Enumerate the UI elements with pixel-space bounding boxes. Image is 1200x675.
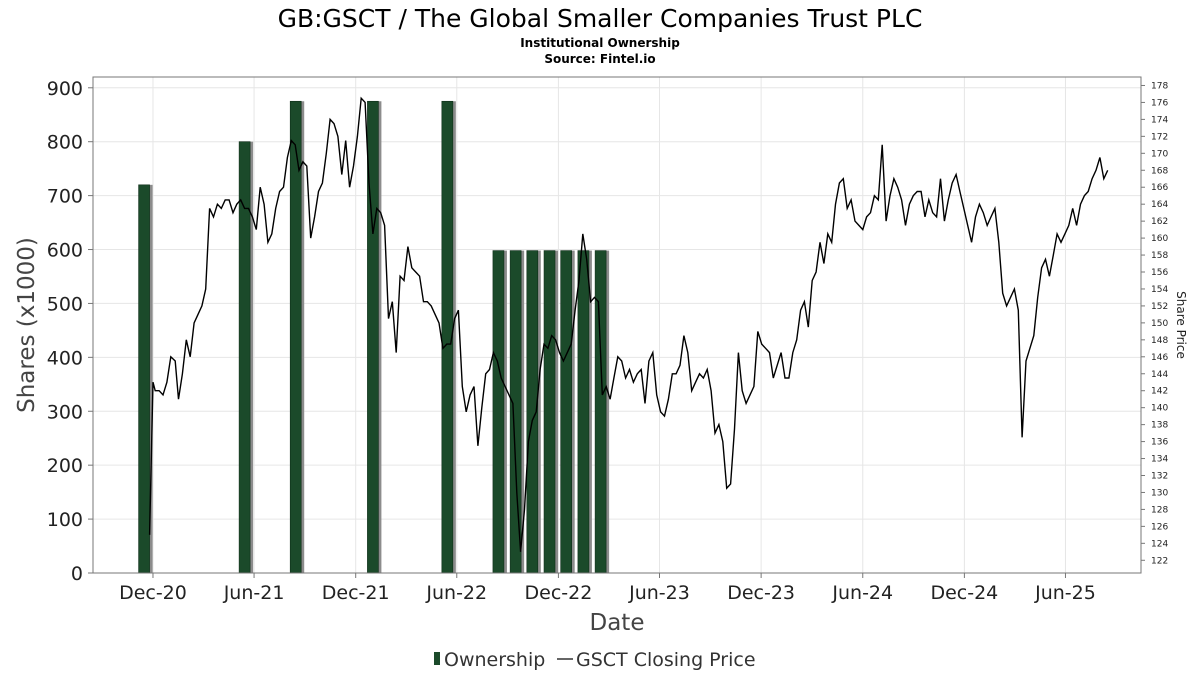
y-axis-label: Shares (x1000): [14, 237, 40, 413]
y2-tick-label: 158: [1151, 251, 1168, 261]
y2-tick-label: 128: [1151, 505, 1168, 515]
y-tick-label: 700: [47, 186, 83, 208]
x-tick-label: Jun-22: [425, 582, 487, 604]
y2-tick-label: 150: [1151, 319, 1168, 329]
y2-axis-label: Share Price: [1174, 291, 1188, 359]
y2-tick-label: 122: [1151, 556, 1168, 566]
y2-tick-label: 134: [1151, 455, 1168, 465]
y-tick-label: 800: [47, 132, 83, 154]
y-tick-label: 300: [47, 401, 83, 423]
ownership-bar: [560, 250, 572, 574]
legend-price-label: GSCT Closing Price: [576, 649, 756, 671]
x-tick-label: Dec-21: [322, 582, 390, 604]
x-axis-ticks: Dec-20 Jun-21 Dec-21 Jun-22 Dec-22 Jun-23 Dec-…: [119, 573, 1096, 604]
y-tick-label: 900: [47, 78, 83, 100]
y2-tick-label: 132: [1151, 471, 1168, 481]
y2-tick-label: 148: [1151, 336, 1168, 346]
y2-tick-label: 130: [1151, 488, 1168, 498]
y2-tick-label: 164: [1151, 200, 1168, 210]
x-axis-label: Date: [590, 610, 645, 636]
y-tick-label: 100: [47, 509, 83, 531]
y2-tick-label: 176: [1151, 98, 1168, 108]
x-tick-label: Jun-23: [628, 582, 690, 604]
y2-tick-label: 178: [1151, 81, 1168, 91]
y2-tick-label: 166: [1151, 183, 1168, 193]
y-tick-label: 0: [71, 563, 83, 585]
y2-tick-label: 138: [1151, 421, 1168, 431]
y2-tick-label: 124: [1151, 539, 1168, 549]
y-tick-label: 400: [47, 347, 83, 369]
y2-tick-label: 156: [1151, 268, 1168, 278]
price-line: [148, 96, 1109, 552]
x-tick-label: Dec-24: [930, 582, 998, 604]
y-tick-label: 600: [47, 240, 83, 262]
y2-tick-label: 160: [1151, 234, 1168, 244]
y2-tick-label: 174: [1151, 115, 1168, 125]
y2-tick-label: 140: [1151, 404, 1168, 414]
y2-tick-label: 126: [1151, 522, 1168, 532]
y-tick-label: 200: [47, 455, 83, 477]
plot-area-border: [92, 76, 1142, 574]
x-tick-label: Dec-23: [727, 582, 795, 604]
ownership-bar: [543, 250, 556, 574]
ownership-bar: [577, 250, 590, 574]
y2-tick-label: 146: [1151, 353, 1168, 363]
y2-tick-label: 154: [1151, 285, 1168, 295]
y2-tick-label: 152: [1151, 302, 1168, 312]
y-tick-label: 500: [47, 293, 83, 315]
chart-title: GB:GSCT / The Global Smaller Companies T…: [278, 4, 923, 33]
ownership-bars: [138, 100, 610, 574]
chart-subtitle: Institutional Ownership: [520, 36, 680, 50]
y2-tick-label: 144: [1151, 370, 1168, 380]
x-tick-label: Dec-20: [119, 582, 187, 604]
y2-tick-label: 142: [1151, 387, 1168, 397]
x-tick-label: Jun-21: [223, 582, 285, 604]
left-axis-ticks: 0 100 200 300 400 500 600 700 800 900: [47, 78, 93, 585]
x-tick-label: Jun-25: [1034, 582, 1096, 604]
legend-ownership-label: Ownership: [444, 649, 545, 671]
ownership-bar: [238, 141, 251, 574]
ownership-bar: [289, 100, 302, 574]
legend-ownership-swatch: [434, 652, 440, 665]
x-tick-label: Dec-22: [525, 582, 593, 604]
y2-tick-label: 168: [1151, 166, 1168, 176]
y2-tick-label: 162: [1151, 217, 1168, 227]
right-axis-ticks: 122 124 126 128 130 132 134 136 138 140 142 144 146 1…: [1141, 81, 1168, 566]
legend: Ownership GSCT Closing Price: [434, 649, 756, 671]
ownership-bar: [138, 184, 150, 574]
x-tick-label: Jun-24: [831, 582, 893, 604]
y2-tick-label: 136: [1151, 438, 1168, 448]
y2-tick-label: 170: [1151, 149, 1168, 159]
y2-tick-label: 172: [1151, 132, 1168, 142]
chart-source: Source: Fintel.io: [544, 52, 655, 66]
ownership-bar: [492, 250, 505, 574]
